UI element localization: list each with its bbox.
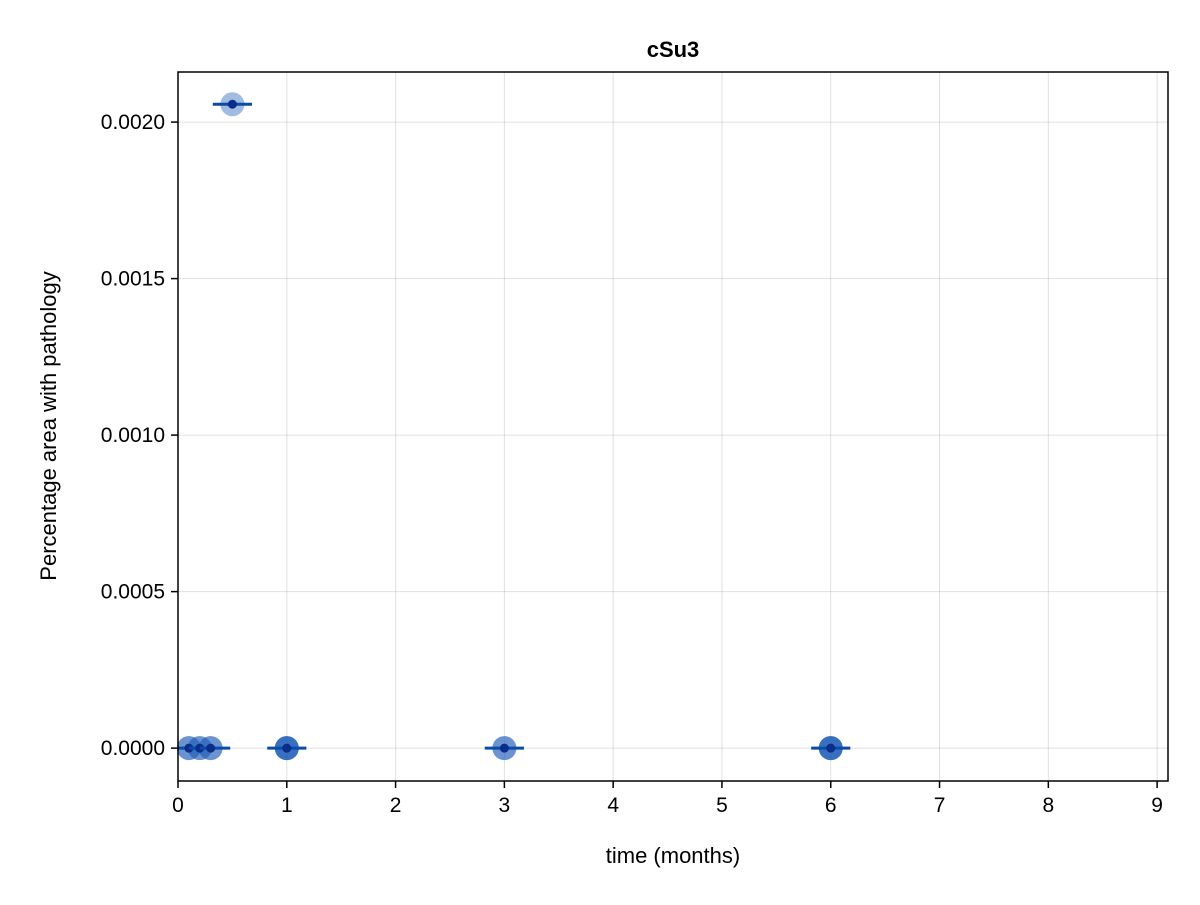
y-axis-label: Percentage area with pathology	[36, 271, 61, 580]
plot-frame	[177, 71, 1169, 782]
y-tick-label: 0.0000	[101, 737, 165, 760]
y-tick-label: 0.0005	[101, 581, 165, 604]
mean-marker	[499, 743, 509, 753]
grid-layer	[177, 72, 1168, 781]
data-marks	[176, 92, 851, 761]
x-tick-label: 1	[281, 794, 293, 817]
x-tick-label: 6	[825, 794, 837, 817]
mean-marker	[206, 743, 216, 753]
x-tick-label: 8	[1042, 794, 1054, 817]
x-tick-label: 9	[1151, 794, 1163, 817]
x-axis-label: time (months)	[606, 843, 740, 868]
mean-marker	[227, 99, 237, 109]
y-tick-label: 0.0020	[101, 111, 165, 134]
mean-marker	[826, 743, 836, 753]
x-tick-label: 2	[390, 794, 402, 817]
y-tick-label: 0.0010	[101, 424, 165, 447]
mean-marker	[282, 743, 292, 753]
x-tick-label: 3	[499, 794, 511, 817]
x-tick-label: 7	[934, 794, 946, 817]
x-tick-label: 0	[172, 794, 184, 817]
x-tick-label: 5	[716, 794, 728, 817]
x-tick-label: 4	[607, 794, 619, 817]
y-tick-label: 0.0015	[101, 268, 165, 291]
chart-title: cSu3	[647, 37, 700, 62]
axis-ticks: 0 1 2 3 4 5 6 7 8 9 0.0000 0.0005 0.0010 0.0015 0.0020	[101, 111, 1163, 817]
